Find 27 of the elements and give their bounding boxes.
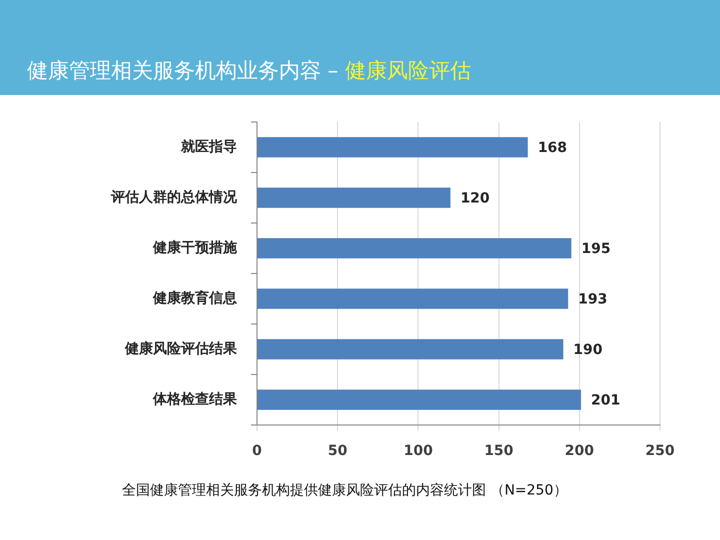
bar	[258, 137, 528, 158]
bar	[258, 188, 450, 208]
y-tick-label: 就医指导	[180, 138, 237, 155]
x-tick-label: 150	[484, 443, 514, 460]
data-label: 168	[538, 140, 568, 156]
bar	[258, 238, 572, 258]
y-tick-label: 体格检查结果	[152, 391, 238, 408]
bar	[258, 390, 582, 410]
bar	[258, 339, 564, 360]
data-label: 195	[581, 240, 611, 257]
x-tick-label: 50	[328, 443, 348, 460]
bar	[258, 288, 568, 309]
y-tick-label: 评估人群的总体情况	[110, 189, 238, 206]
x-tick-label: 250	[645, 443, 675, 460]
x-tick-label: 0	[252, 443, 262, 460]
data-label: 193	[578, 291, 608, 308]
data-label: 120	[460, 190, 490, 206]
text: 全国健康管理相关服务机构提供健康风险评估的内容统计图 （N=250）	[122, 482, 568, 499]
y-tick-label: 健康干预措施	[152, 238, 238, 256]
chart-subtitle: 健康风险评估	[344, 58, 471, 82]
y-tick-label: 健康风险评估结果	[124, 340, 238, 357]
data-label: 190	[573, 342, 603, 358]
data-label: 201	[591, 392, 620, 408]
x-tick-label: 200	[564, 443, 594, 460]
chart-title: 健康管理相关服务机构业务内容 –	[27, 58, 338, 82]
x-tick-label: 100	[404, 443, 434, 460]
y-tick-label: 健康教育信息	[152, 289, 238, 306]
